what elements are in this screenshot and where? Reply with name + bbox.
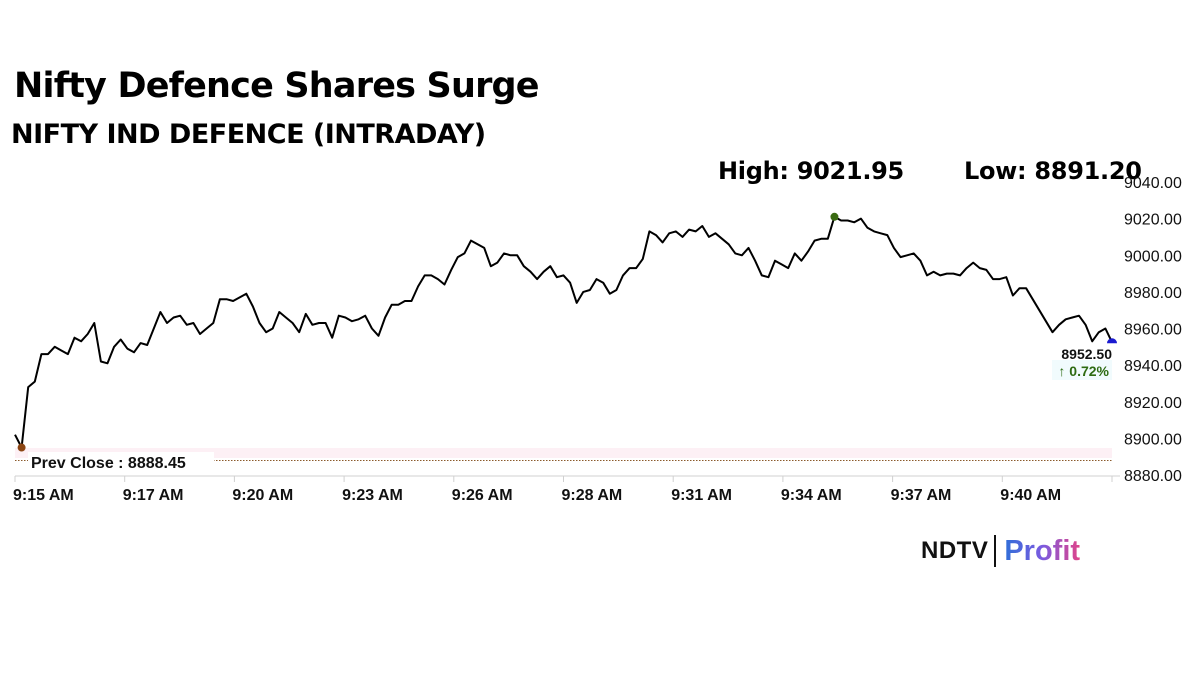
x-tick-label: 9:40 AM bbox=[1000, 487, 1061, 504]
y-axis: 9040.00 9020.00 9000.00 8980.00 8960.00 8940.… bbox=[1124, 175, 1182, 485]
logo-divider bbox=[994, 535, 997, 567]
y-tick-label: 8900.00 bbox=[1124, 431, 1182, 448]
y-tick-label: 9040.00 bbox=[1124, 175, 1182, 192]
last-price-marker bbox=[1107, 338, 1117, 344]
x-tick-label: 9:34 AM bbox=[781, 487, 842, 504]
change-bg bbox=[1052, 360, 1112, 380]
high-marker bbox=[830, 212, 839, 221]
y-tick-label: 9020.00 bbox=[1124, 212, 1182, 229]
x-tick-label: 9:15 AM bbox=[13, 487, 74, 504]
low-value: Low: 8891.20 bbox=[964, 157, 1142, 185]
y-tick-label: 8960.00 bbox=[1124, 322, 1182, 339]
y-tick-label: 8980.00 bbox=[1124, 285, 1182, 302]
prev-close-label: Prev Close : 8888.45 bbox=[31, 455, 186, 472]
price-line bbox=[14, 215, 1113, 449]
x-tick-label: 9:37 AM bbox=[891, 487, 952, 504]
x-tick-label: 9:20 AM bbox=[232, 487, 293, 504]
y-tick-label: 8940.00 bbox=[1124, 358, 1182, 375]
y-tick-label: 8920.00 bbox=[1124, 395, 1182, 412]
ndtv-profit-logo: NDTV Profit bbox=[921, 533, 1080, 569]
y-tick-label: 8880.00 bbox=[1124, 468, 1182, 485]
x-axis: 9:15 AM 9:17 AM 9:20 AM 9:23 AM 9:26 AM 9:28 … bbox=[13, 475, 1120, 504]
x-tick-label: 9:26 AM bbox=[452, 487, 513, 504]
logo-profit: Profit bbox=[1004, 534, 1081, 567]
chart-subtitle: NIFTY IND DEFENCE (INTRADAY) bbox=[11, 119, 486, 150]
logo-ndtv: NDTV bbox=[921, 537, 989, 564]
low-marker bbox=[17, 443, 26, 452]
high-value: High: 9021.95 bbox=[718, 157, 904, 185]
x-tick-label: 9:23 AM bbox=[342, 487, 403, 504]
x-tick-label: 9:17 AM bbox=[123, 487, 184, 504]
x-tick-label: 9:31 AM bbox=[671, 487, 732, 504]
last-price-label: 8952.50 bbox=[1061, 346, 1112, 362]
y-tick-label: 9000.00 bbox=[1124, 248, 1182, 265]
change-percent: ↑ 0.72% bbox=[1058, 363, 1109, 379]
prev-close-label-bg bbox=[28, 452, 214, 472]
chart-title: Nifty Defence Shares Surge bbox=[14, 66, 540, 106]
x-tick-label: 9:28 AM bbox=[562, 487, 623, 504]
prev-close-band bbox=[15, 448, 1112, 458]
